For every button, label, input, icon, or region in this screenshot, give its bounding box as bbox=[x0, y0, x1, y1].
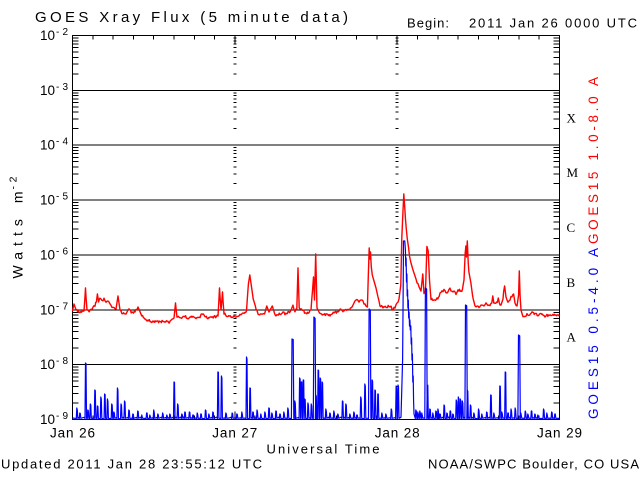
svg-text:10: 10 bbox=[40, 138, 55, 153]
svg-text:X: X bbox=[567, 110, 577, 125]
svg-text:GOES Xray Flux (5 minute data): GOES Xray Flux (5 minute data) bbox=[35, 9, 349, 26]
svg-text:10: 10 bbox=[40, 357, 55, 372]
svg-text:GOES15 0.5-4.0 A: GOES15 0.5-4.0 A bbox=[586, 248, 601, 419]
svg-text:-3: -3 bbox=[56, 82, 68, 93]
svg-text:10: 10 bbox=[40, 28, 55, 43]
svg-text:-9: -9 bbox=[56, 411, 68, 422]
svg-text:2011 Jan 26 0000 UTC: 2011 Jan 26 0000 UTC bbox=[469, 16, 637, 31]
svg-text:10: 10 bbox=[40, 193, 55, 208]
svg-text:Updated 2011 Jan 28 23:55:12 U: Updated 2011 Jan 28 23:55:12 UTC bbox=[1, 457, 262, 472]
svg-text:-5: -5 bbox=[56, 192, 68, 203]
svg-text:NOAA/SWPC Boulder, CO USA: NOAA/SWPC Boulder, CO USA bbox=[428, 457, 639, 472]
svg-text:C: C bbox=[567, 220, 576, 235]
svg-text:10: 10 bbox=[40, 247, 55, 262]
svg-text:-2: -2 bbox=[56, 27, 68, 38]
svg-text:-4: -4 bbox=[56, 137, 68, 148]
svg-text:GOES15 1.0-8.0 A: GOES15 1.0-8.0 A bbox=[586, 77, 601, 244]
svg-text:Begin:: Begin: bbox=[407, 16, 449, 31]
svg-text:Jan 26: Jan 26 bbox=[50, 426, 95, 441]
svg-text:10: 10 bbox=[40, 412, 55, 427]
svg-text:M: M bbox=[567, 165, 579, 180]
svg-text:-2: -2 bbox=[8, 176, 20, 189]
svg-text:B: B bbox=[567, 275, 576, 290]
svg-text:10: 10 bbox=[40, 83, 55, 98]
svg-text:Watts m: Watts m bbox=[10, 192, 26, 279]
svg-text:Universal Time: Universal Time bbox=[267, 442, 380, 457]
svg-text:10: 10 bbox=[40, 302, 55, 317]
svg-text:A: A bbox=[567, 330, 577, 345]
svg-text:-8: -8 bbox=[56, 356, 68, 367]
svg-text:Jan 28: Jan 28 bbox=[375, 426, 420, 441]
svg-text:-7: -7 bbox=[56, 301, 68, 312]
svg-text:Jan 29: Jan 29 bbox=[537, 426, 582, 441]
svg-text:Jan 27: Jan 27 bbox=[212, 426, 257, 441]
svg-text:-6: -6 bbox=[56, 246, 68, 257]
